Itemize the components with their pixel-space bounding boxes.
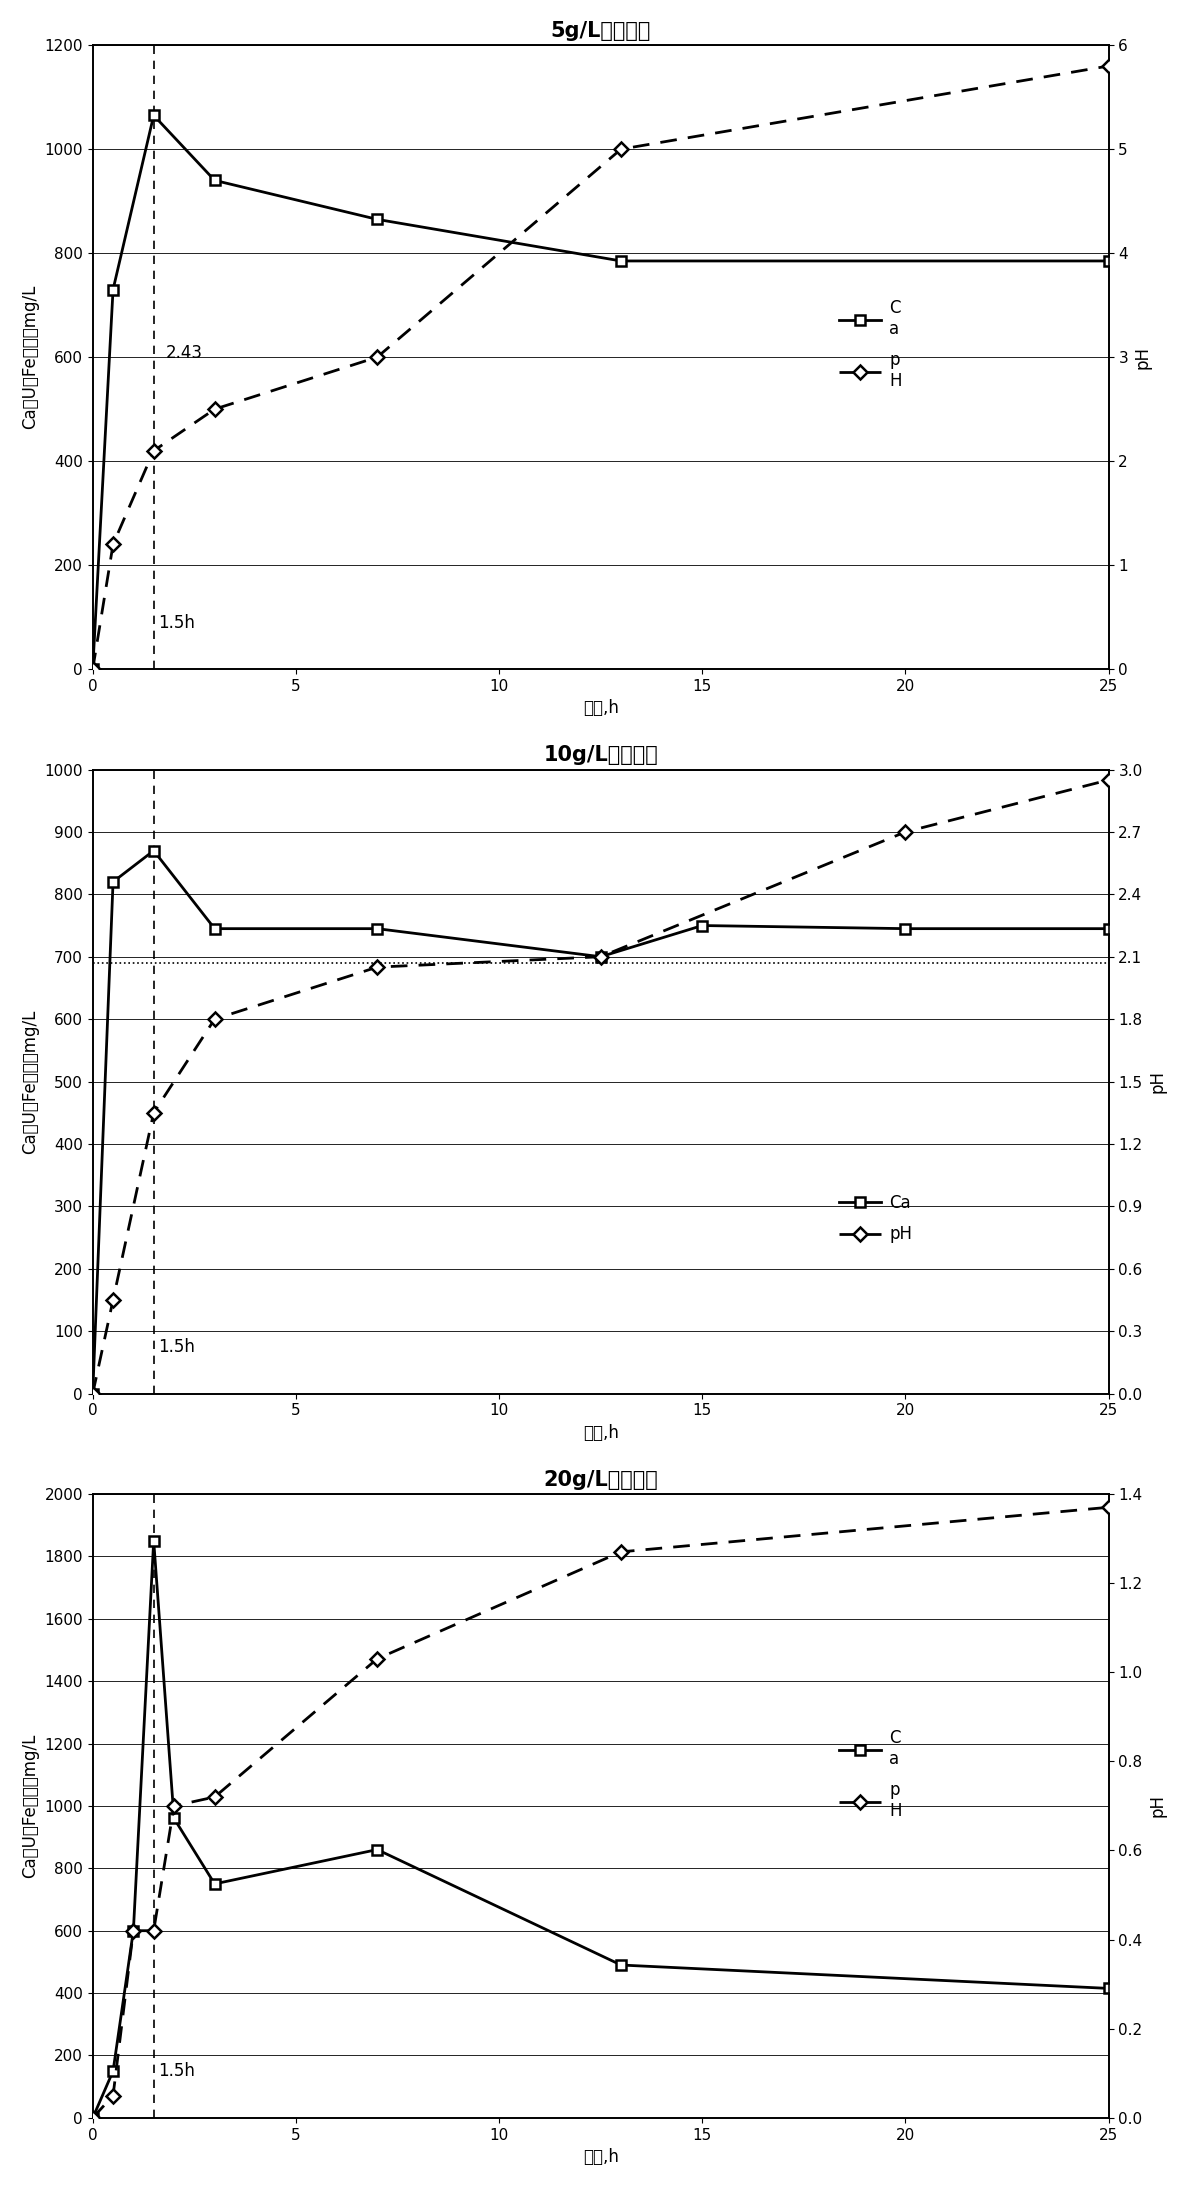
Y-axis label: pH: pH: [1134, 346, 1151, 370]
Legend: Ca, pH: Ca, pH: [832, 1188, 919, 1251]
Title: 20g/L硫酸溶液: 20g/L硫酸溶液: [544, 1470, 658, 1489]
Y-axis label: Ca、U、Fe含量，mg/L: Ca、U、Fe含量，mg/L: [21, 284, 39, 429]
X-axis label: 时间,h: 时间,h: [583, 700, 618, 717]
Y-axis label: pH: pH: [1148, 1793, 1166, 1817]
X-axis label: 时间,h: 时间,h: [583, 2148, 618, 2165]
X-axis label: 时间,h: 时间,h: [583, 1424, 618, 1441]
Y-axis label: Ca、U、Fe含量，mg/L: Ca、U、Fe含量，mg/L: [21, 1734, 39, 1879]
Title: 10g/L硫酸溶液: 10g/L硫酸溶液: [544, 746, 658, 765]
Legend: C
a, p
H: C a, p H: [832, 293, 908, 396]
Y-axis label: pH: pH: [1148, 1069, 1166, 1094]
Text: 2.43: 2.43: [166, 343, 203, 363]
Title: 5g/L硫酸溶液: 5g/L硫酸溶液: [551, 22, 650, 42]
Text: 1.5h: 1.5h: [158, 2062, 195, 2080]
Y-axis label: Ca、U、Fe含量，mg/L: Ca、U、Fe含量，mg/L: [21, 1010, 39, 1155]
Legend: C
a, p
H: C a, p H: [832, 1723, 908, 1826]
Text: 1.5h: 1.5h: [158, 615, 195, 632]
Text: 1.5h: 1.5h: [158, 1338, 195, 1356]
